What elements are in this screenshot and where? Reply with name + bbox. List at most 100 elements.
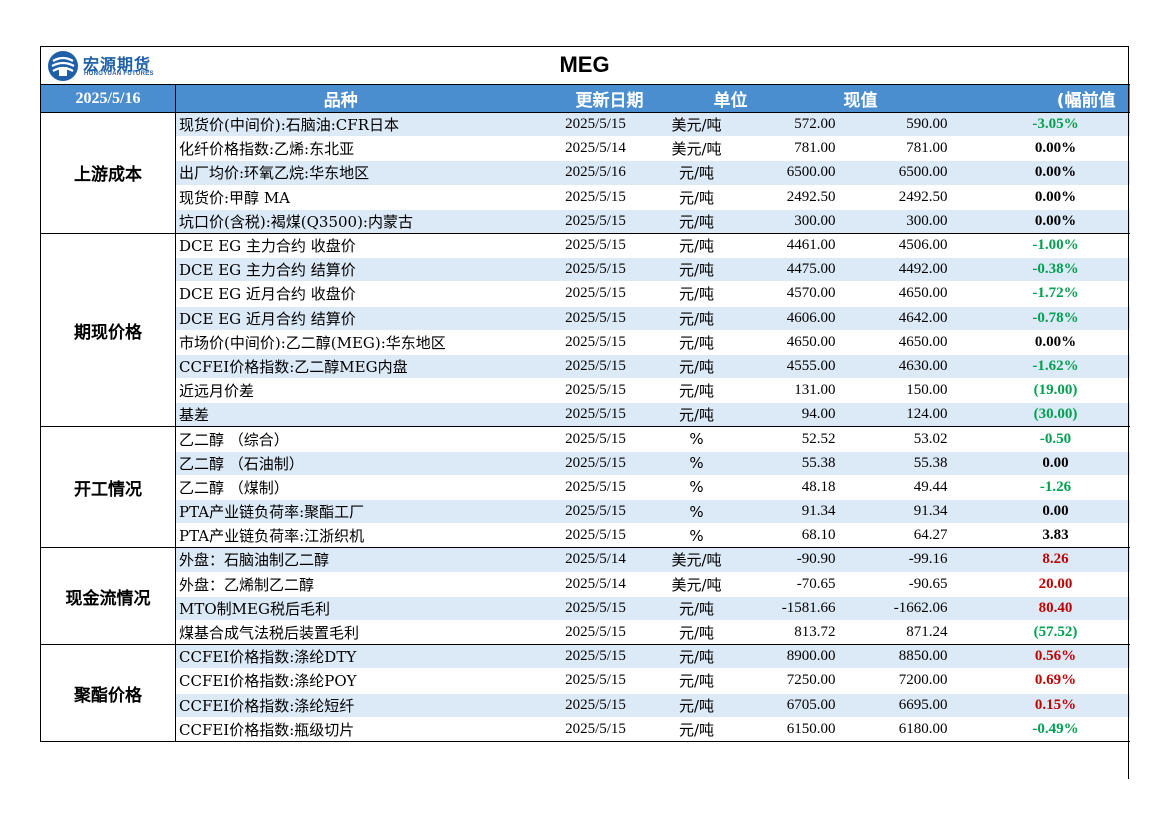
current-value-cell: 8850.00 (835, 644, 982, 670)
table-row: 市场价(中间价):乙二醇(MEG):华东地区 2025/5/15 元/吨 4650.0… (41, 330, 1130, 355)
current-value-cell: 64.27 (835, 523, 982, 549)
item-name-cell: CCFEI价格指数:涤纶短纤 (175, 693, 506, 718)
current-value-cell: 150.00 (835, 378, 982, 404)
current-value-cell: 6500.00 (835, 160, 982, 186)
update-date-cell: 2025/5/15 (505, 668, 646, 694)
unit-cell: % (645, 523, 748, 549)
table-row: CCFEI价格指数:乙二醇MEG内盘 2025/5/15 元/吨 4555.00 463… (41, 354, 1130, 380)
unit-cell: 元/吨 (645, 209, 748, 234)
item-name-cell: CCFEI价格指数:瓶级切片 (175, 717, 506, 742)
table-row: 上游成本 现货价(中间价):石脑油:CFR日本 2025/5/15 美元/吨 572.0… (40, 112, 1130, 234)
table-row: 出厂均价:环氧乙烷:华东地区 2025/5/16 元/吨 6500.00 6500.00… (41, 160, 1130, 186)
current-value-cell: 124.00 (835, 402, 982, 428)
current-value-cell: 4642.00 (835, 306, 982, 331)
change-cell: -1.26 (981, 475, 1130, 501)
header-updated: 更新日期 (505, 84, 646, 113)
table-row: 基差 2025/5/15 元/吨 94.00 124.00 (30.00) (41, 402, 1130, 428)
current-value-cell: 300.00 (835, 209, 982, 234)
item-name-cell: 煤基合成气法税后装置毛利 (175, 620, 506, 646)
change-cell: 0.00% (981, 209, 1130, 234)
update-date-cell: 2025/5/15 (505, 475, 646, 501)
value-cell: 48.18 (747, 475, 836, 501)
table-row: 开工情况 乙二醇 （综合） 2025/5/15% 52.52 53.02 -0.50 (40, 426, 1130, 549)
unit-cell: 元/吨 (645, 306, 748, 331)
value-cell: 94.00 (747, 402, 836, 428)
data-table: 2025/5/16 品种 更新日期 单位 现值 (幅前值 上游成本 现货价(中间价… (40, 84, 1130, 742)
update-date-cell: 2025/5/15 (505, 644, 646, 670)
update-date-cell: 2025/5/14 (505, 136, 646, 162)
unit-cell: 元/吨 (645, 354, 748, 380)
current-value-cell: 871.24 (835, 620, 982, 646)
value-cell: 4475.00 (747, 257, 836, 283)
value-cell: 813.72 (747, 620, 836, 646)
item-name-cell: DCE EG 近月合约 收盘价 (175, 281, 506, 307)
header-report-date: 2025/5/16 (40, 84, 176, 113)
value-cell: -70.65 (747, 572, 836, 597)
item-name-cell: 乙二醇 （石油制） (175, 451, 506, 476)
item-name-cell: PTA产业链负荷率:江浙织机 (175, 523, 506, 549)
table-row: 坑口价(含税):褐煤(Q3500):内蒙古 2025/5/15 元/吨 300.00 3… (41, 209, 1130, 234)
change-cell: -1.00% (981, 233, 1130, 259)
unit-cell: % (645, 426, 748, 452)
change-cell: 0.00% (981, 136, 1130, 162)
current-value-cell: 49.44 (835, 475, 982, 501)
update-date-cell: 2025/5/16 (505, 160, 646, 186)
change-cell: 0.00 (981, 499, 1130, 525)
update-date-cell: 2025/5/15 (505, 209, 646, 234)
unit-cell: % (645, 499, 748, 525)
update-date-cell: 2025/5/15 (505, 717, 646, 742)
change-cell: 0.15% (981, 693, 1130, 718)
item-name-cell: 外盘：乙烯制乙二醇 (175, 572, 506, 597)
change-cell: -1.72% (981, 281, 1130, 307)
update-date-cell: 2025/5/14 (505, 547, 646, 573)
update-date-cell: 2025/5/15 (505, 693, 646, 718)
value-cell: 131.00 (747, 378, 836, 404)
item-name-cell: 出厂均价:环氧乙烷:华东地区 (175, 160, 506, 186)
value-cell: -1581.66 (747, 596, 836, 621)
item-name-cell: 乙二醇 （综合） (175, 426, 506, 452)
item-name-cell: 化纤价格指数:乙烯:东北亚 (175, 136, 506, 162)
item-name-cell: CCFEI价格指数:乙二醇MEG内盘 (175, 354, 506, 380)
unit-cell: 元/吨 (645, 402, 748, 428)
update-date-cell: 2025/5/15 (505, 499, 646, 525)
logo-text-cn: 宏源期货 (83, 55, 152, 74)
current-value-cell: -1662.06 (835, 596, 982, 621)
value-cell: 4570.00 (747, 281, 836, 307)
current-value-cell: -99.16 (835, 547, 982, 573)
table-row: 外盘：乙烯制乙二醇 2025/5/14 美元/吨 -70.65 -90.65 20.00 (41, 572, 1130, 597)
change-cell: -0.50 (981, 426, 1130, 452)
value-cell: 572.00 (747, 112, 836, 138)
unit-cell: 美元/吨 (645, 547, 748, 573)
value-cell: 6150.00 (747, 717, 836, 742)
current-value-cell: 4492.00 (835, 257, 982, 283)
unit-cell: 元/吨 (645, 160, 748, 186)
unit-cell: 元/吨 (645, 281, 748, 307)
table-row: CCFEI价格指数:涤纶POY 2025/5/15 元/吨 7250.00 7200.0… (41, 668, 1130, 694)
value-cell: -90.90 (747, 547, 836, 573)
report-title: MEG (559, 52, 610, 77)
value-cell: 6705.00 (747, 693, 836, 718)
item-name-cell: 现货价(中间价):石脑油:CFR日本 (175, 112, 506, 138)
current-value-cell: 55.38 (835, 451, 982, 476)
current-value-cell: 4630.00 (835, 354, 982, 380)
unit-cell: 元/吨 (645, 596, 748, 621)
current-value-cell: 4506.00 (835, 233, 982, 259)
change-cell: 0.00% (981, 160, 1130, 186)
item-name-cell: MTO制MEG税后毛利 (175, 596, 506, 621)
update-date-cell: 2025/5/15 (505, 354, 646, 380)
table-body: 上游成本 现货价(中间价):石脑油:CFR日本 2025/5/15 美元/吨 572.0… (40, 112, 1130, 742)
title-bar: 宏源期货 HONGYUAN FUTURES MEG (40, 46, 1129, 84)
change-cell: 0.00% (981, 185, 1130, 210)
header-prev: (幅前值 (981, 84, 1130, 113)
change-cell: (19.00) (981, 378, 1130, 404)
change-cell: 80.40 (981, 596, 1130, 621)
unit-cell: 元/吨 (645, 233, 748, 259)
update-date-cell: 2025/5/15 (505, 306, 646, 331)
update-date-cell: 2025/5/15 (505, 596, 646, 621)
unit-cell: 美元/吨 (645, 572, 748, 597)
table-row: 现货价:甲醇 MA 2025/5/15 元/吨 2492.50 2492.50 0.00% (41, 185, 1130, 210)
company-logo: 宏源期货 HONGYUAN FUTURES (45, 49, 175, 81)
unit-cell: 元/吨 (645, 257, 748, 283)
item-name-cell: CCFEI价格指数:涤纶DTY (175, 644, 506, 670)
unit-cell: 元/吨 (645, 693, 748, 718)
